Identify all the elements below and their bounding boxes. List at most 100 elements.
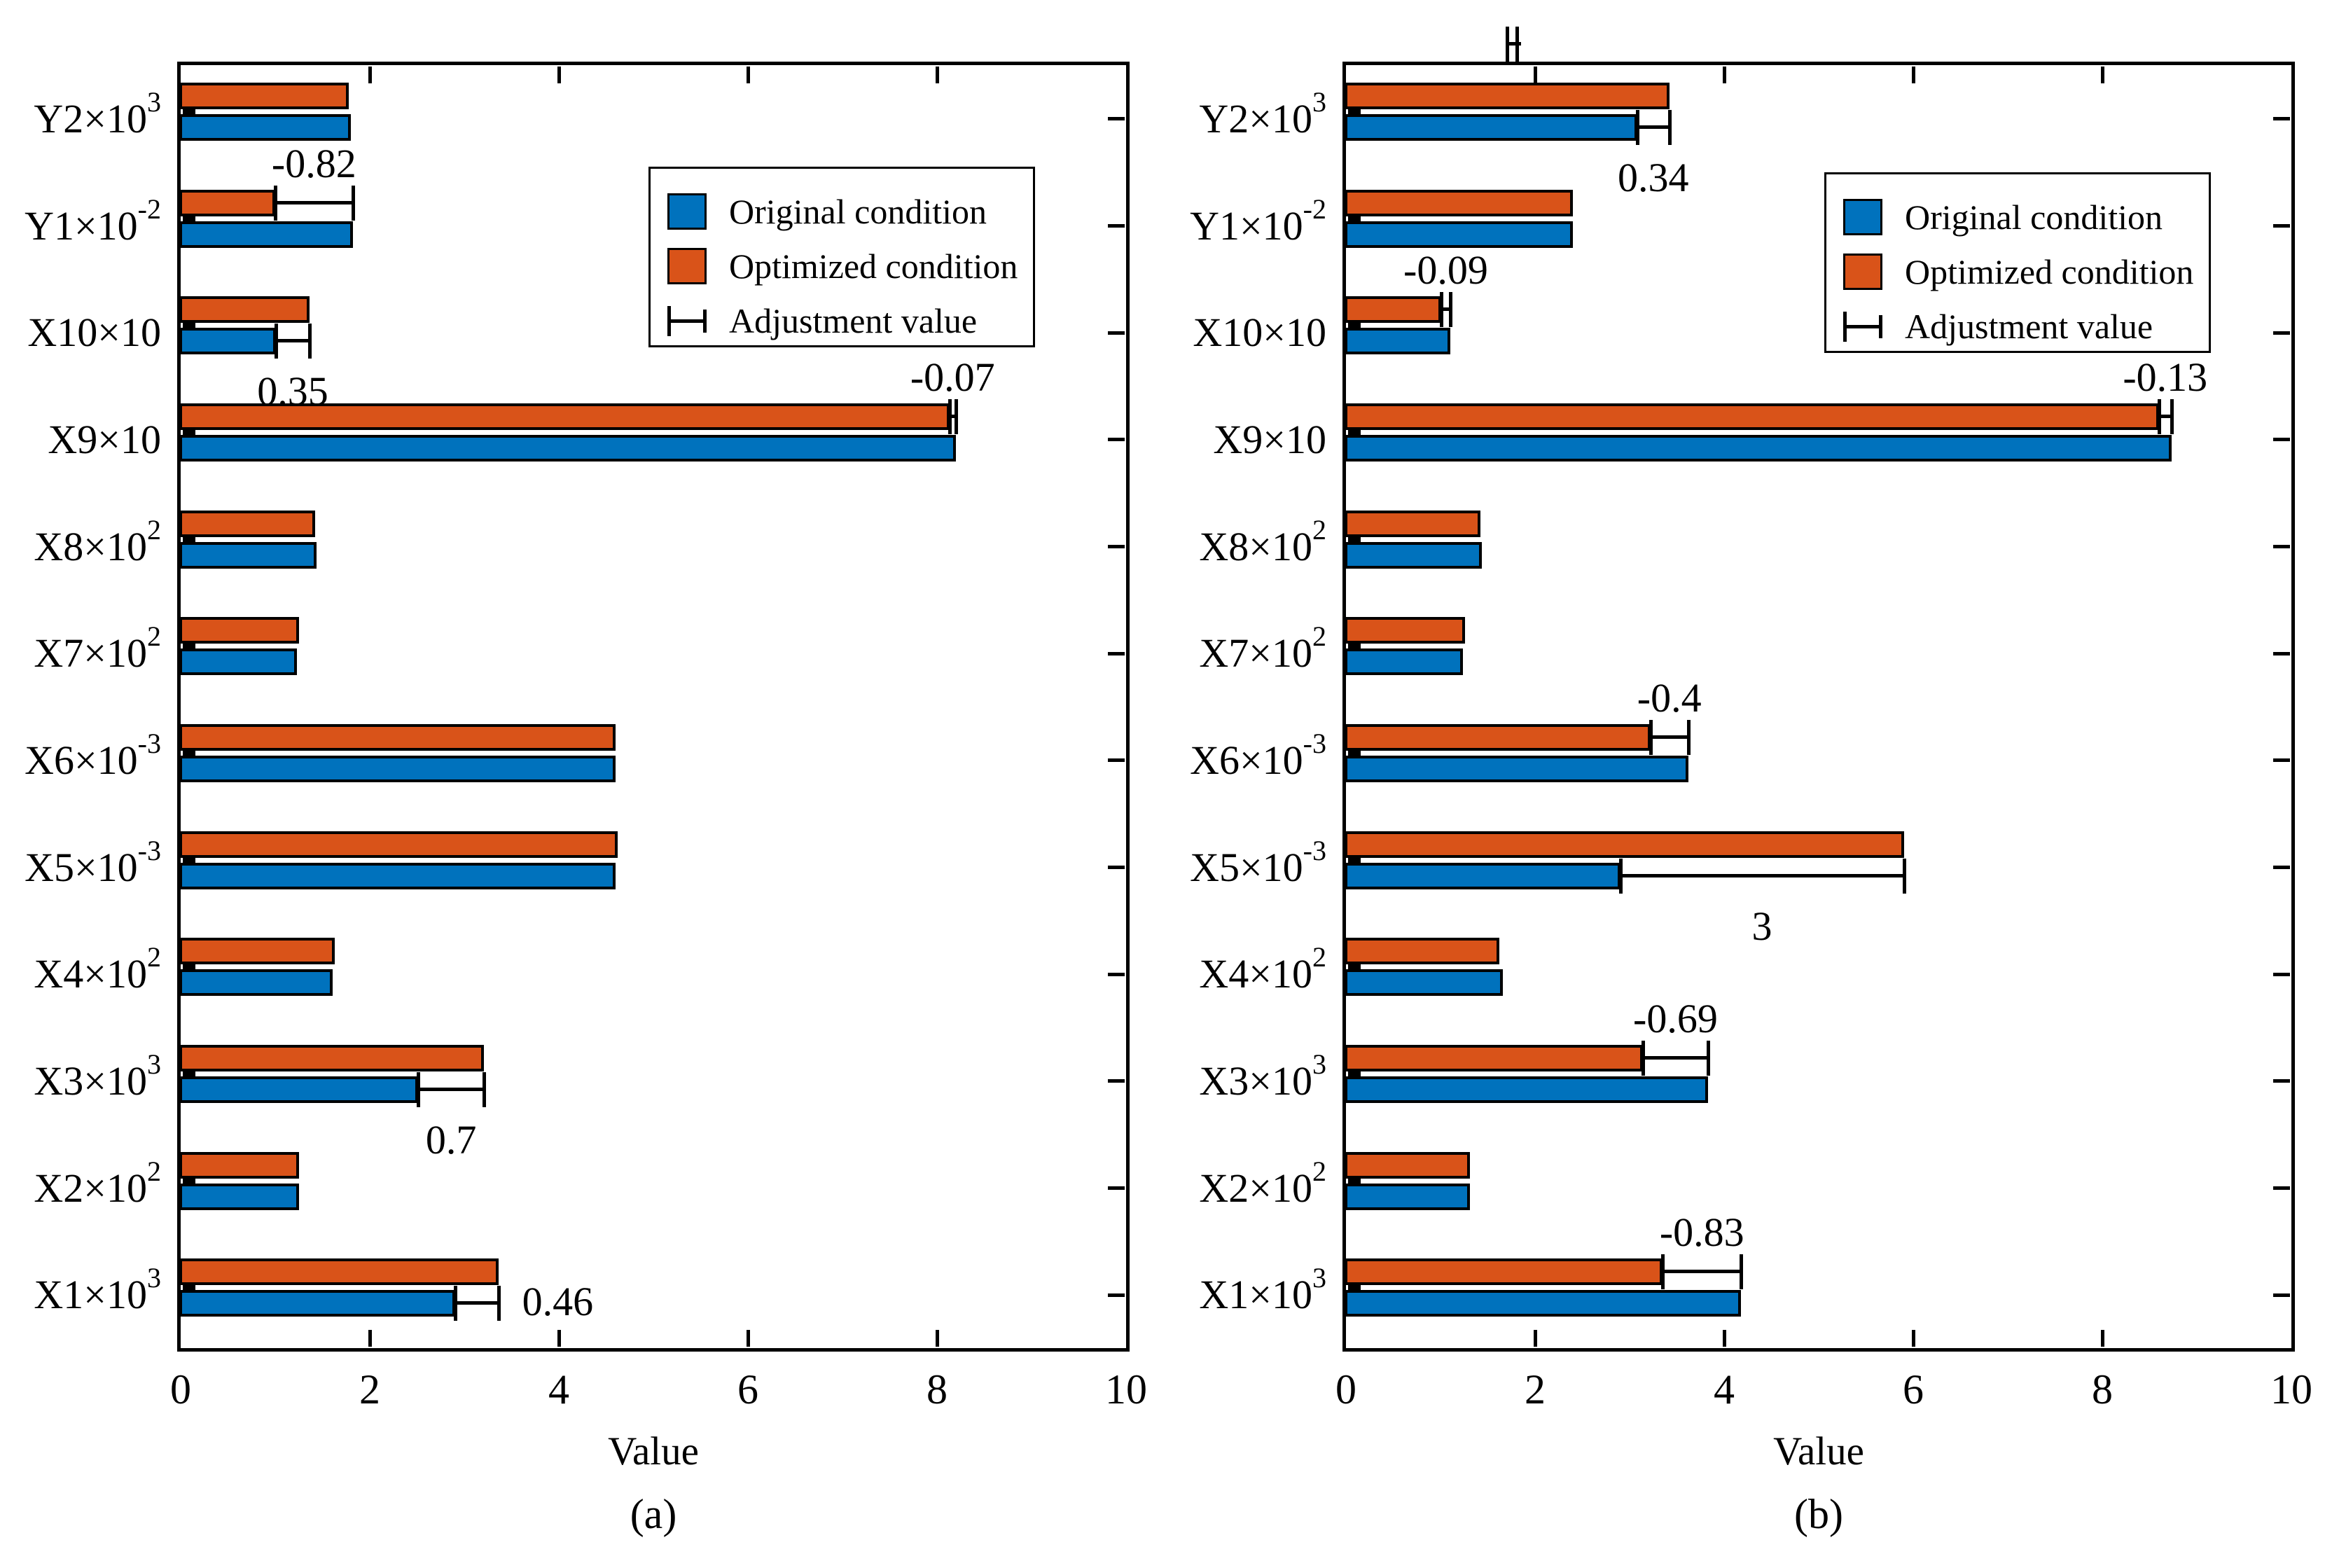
- errorbar-line: [275, 200, 353, 204]
- bar-optimized-b-row8: [1345, 938, 1499, 965]
- y-tick-right: [1108, 866, 1125, 869]
- bar-optimized-a-row10: [179, 1151, 299, 1179]
- y-tick-right: [1108, 651, 1125, 655]
- category-label-base: X10×10: [1193, 310, 1326, 356]
- zero-dash: [183, 1177, 195, 1184]
- y-tick-right: [2273, 866, 2290, 869]
- errorbar-cap-right: [1686, 720, 1691, 755]
- y-tick-right: [2273, 1186, 2290, 1190]
- errorbar-line: [454, 1301, 499, 1305]
- category-label-base: X8×10: [34, 523, 147, 569]
- errorbar-cap-left: [1641, 1041, 1645, 1076]
- category-label-X4×10²: X4×10 2: [1025, 938, 1326, 1011]
- category-label-exponent: -3: [1303, 727, 1326, 759]
- category-label-X3×10³: X3×10 3: [1025, 1044, 1326, 1117]
- category-label-base: X3×10: [34, 1057, 147, 1104]
- bar-original-a-row9: [179, 1076, 418, 1103]
- category-label-base: Y2×10: [1199, 95, 1312, 141]
- y-tick-right: [2273, 1079, 2290, 1083]
- adjustment-label: 0.34: [1618, 155, 1689, 200]
- errorbar-cap-left: [416, 1072, 420, 1107]
- category-label-base: Y2×10: [34, 95, 147, 141]
- bar-optimized-a-row1: [179, 189, 275, 216]
- bar-optimized-a-row5: [179, 617, 299, 644]
- category-label-exponent: 2: [1312, 513, 1326, 546]
- x-tick-label-0: 0: [1335, 1366, 1356, 1413]
- category-label-exponent: 3: [147, 85, 161, 118]
- category-label-exponent: 3: [1312, 85, 1326, 118]
- x-tick-top: [368, 67, 372, 83]
- category-label-X1×10³: X1×10 3: [0, 1258, 161, 1331]
- category-label-exponent: -2: [137, 193, 161, 225]
- x-tick-label-10: 10: [2270, 1366, 2312, 1413]
- y-tick-right: [1108, 331, 1125, 335]
- errorbar-cap-right: [2170, 399, 2174, 434]
- adjustment-label: 0.35: [257, 368, 328, 415]
- category-label-exponent: 3: [147, 1262, 161, 1294]
- bar-optimized-b-row6: [1345, 724, 1651, 751]
- x-tick-label-0: 0: [170, 1366, 191, 1413]
- x-tick-label-8: 8: [2092, 1366, 2113, 1413]
- zero-dash: [183, 1070, 195, 1076]
- bar-optimized-b-row3: [1345, 403, 2159, 430]
- bar-original-a-row3: [179, 435, 956, 462]
- legend-swatch-original-icon: [667, 193, 707, 230]
- category-label-X9×10: X9×10: [1025, 403, 1326, 476]
- category-label-base: X7×10: [1199, 630, 1312, 677]
- zero-dash: [1348, 535, 1361, 542]
- legend-label: Optimized condition: [1905, 252, 2194, 291]
- errorbar-cap-left: [1635, 110, 1639, 145]
- bar-optimized-a-row11: [179, 1258, 499, 1286]
- bar-original-b-row5: [1345, 648, 1464, 676]
- errorbar-cap-right: [1707, 1041, 1711, 1076]
- bar-optimized-b-row2: [1345, 296, 1442, 324]
- adjustment-label: -0.13: [2123, 354, 2208, 400]
- zero-dash: [183, 1284, 195, 1291]
- bar-original-a-row8: [179, 969, 333, 997]
- panel-caption: (a): [630, 1491, 677, 1537]
- category-label-X2×10²: X2×10 2: [1025, 1151, 1326, 1224]
- bar-optimized-a-row8: [179, 938, 335, 965]
- legend-swatch-optimized-icon: [667, 248, 707, 284]
- zero-dash: [183, 749, 195, 756]
- category-label-base: X4×10: [34, 951, 147, 997]
- panel-caption: (b): [1794, 1491, 1843, 1537]
- errorbar-cap-left: [1649, 720, 1653, 755]
- y-tick-right: [2273, 972, 2290, 976]
- bar-original-a-row4: [179, 541, 317, 569]
- adjustment-label: -0.07: [910, 354, 995, 400]
- x-tick-top: [557, 67, 561, 83]
- category-label-base: X7×10: [34, 630, 147, 677]
- x-tick-label-8: 8: [926, 1366, 948, 1413]
- y-tick-right: [1108, 1293, 1125, 1297]
- adjustment-label: 3: [1751, 903, 1772, 949]
- zero-dash: [1348, 1070, 1361, 1076]
- bar-optimized-a-row3: [179, 403, 950, 430]
- category-label-X2×10²: X2×10 2: [0, 1151, 161, 1224]
- y-tick-right: [2273, 224, 2290, 228]
- category-label-base: X6×10: [1190, 737, 1303, 783]
- errorbar-cap-right: [307, 324, 312, 359]
- bar-original-b-row3: [1345, 435, 2172, 462]
- y-tick-right: [2273, 331, 2290, 335]
- bar-original-b-row9: [1345, 1076, 1709, 1103]
- legend-label: Adjustment value: [729, 301, 978, 340]
- zero-dash: [183, 321, 195, 328]
- legend-item-optimized-condition: Optimized condition: [667, 239, 1033, 293]
- category-label-exponent: 2: [1312, 941, 1326, 973]
- bar-original-a-row7: [179, 862, 616, 889]
- legend-label: Original condition: [729, 192, 987, 231]
- category-label-exponent: -3: [1303, 834, 1326, 866]
- x-tick-bottom: [936, 1330, 939, 1347]
- adjustment-label: -0.4: [1637, 675, 1702, 721]
- category-label-X8×10²: X8×10 2: [0, 510, 161, 583]
- bar-optimized-b-row1: [1345, 189, 1573, 216]
- category-label-exponent: 2: [147, 941, 161, 973]
- category-label-base: Y1×10: [1190, 202, 1303, 249]
- zero-dash: [183, 429, 195, 435]
- bar-optimized-b-row10: [1345, 1151, 1470, 1179]
- category-label-X6×10⁻³: X6×10 -3: [1025, 723, 1326, 796]
- y-tick-right: [1108, 438, 1125, 442]
- bar-original-b-row1: [1345, 221, 1573, 248]
- y-tick-right: [1108, 224, 1125, 228]
